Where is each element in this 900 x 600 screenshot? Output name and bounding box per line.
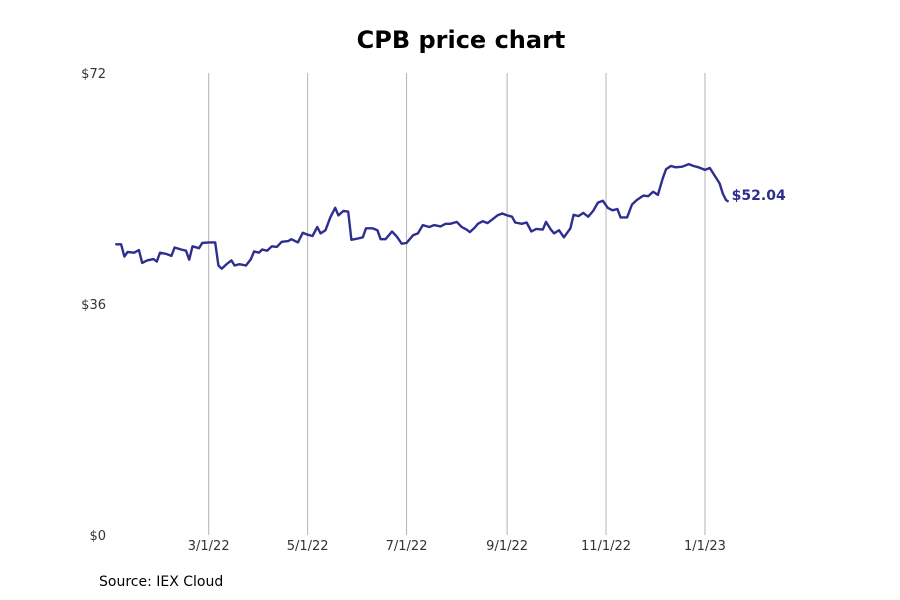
x-tick-label: 5/1/22 — [287, 539, 329, 554]
y-axis: $0 $36 $72 — [81, 67, 106, 544]
last-price-label: $52.04 — [732, 188, 786, 204]
series-layer — [115, 162, 729, 270]
source-note: Source: IEX Cloud — [99, 574, 224, 590]
x-tick-label: 11/1/22 — [581, 539, 631, 554]
y-tick-label: $0 — [89, 529, 106, 544]
x-tick-label: 7/1/22 — [386, 539, 428, 554]
y-tick-label: $36 — [81, 298, 106, 313]
x-tick-label: 1/1/23 — [684, 539, 726, 554]
x-tick-label: 3/1/22 — [188, 539, 230, 554]
x-axis: 3/1/22 5/1/22 7/1/22 9/1/22 11/1/22 1/1/23 — [188, 539, 726, 554]
grid-lines — [208, 73, 706, 535]
chart-title: CPB price chart — [356, 26, 566, 54]
x-tick-label: 9/1/22 — [486, 539, 528, 554]
end-label-layer: $52.04 — [732, 188, 786, 204]
y-tick-label: $72 — [81, 67, 106, 82]
price-line — [115, 162, 729, 270]
